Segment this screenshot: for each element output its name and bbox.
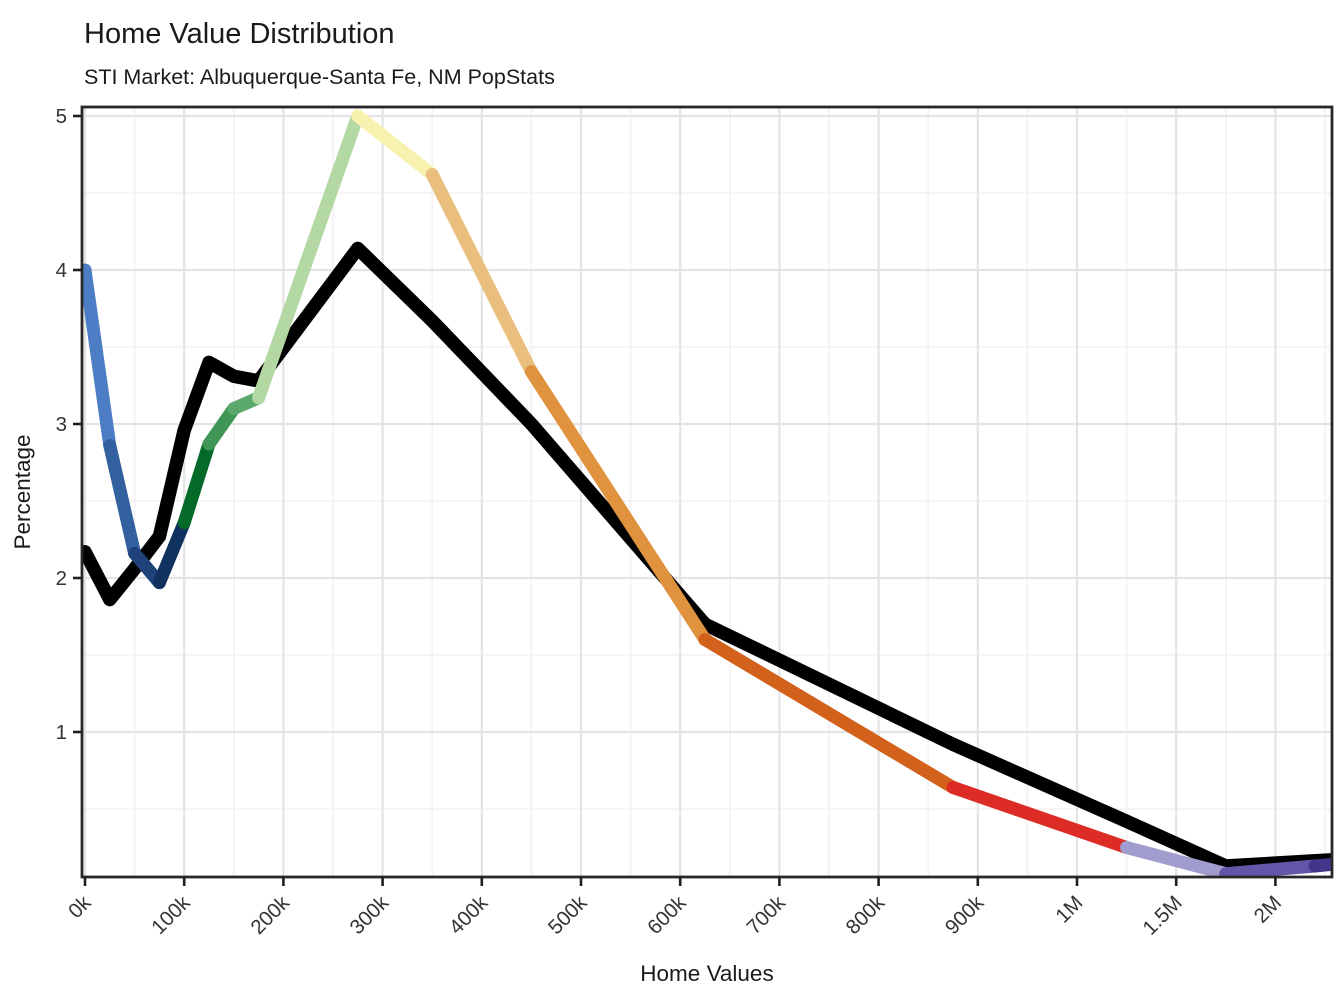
x-tick-label: 500k: [544, 891, 592, 939]
y-tick-label: 1: [56, 721, 67, 744]
x-tick-label: 100k: [147, 891, 195, 939]
x-tick-label: 700k: [742, 891, 790, 939]
colored-line-segment: [524, 365, 712, 647]
x-tick-label: 600k: [643, 891, 691, 939]
colored-line-segment: [202, 402, 241, 451]
chart-subtitle: STI Market: Albuquerque-Santa Fe, NM Pop…: [84, 65, 555, 89]
y-tick-label: 5: [56, 105, 67, 128]
x-tick-label: 0k: [64, 891, 96, 923]
colored-line-segment: [1120, 841, 1233, 877]
chart-title: Home Value Distribution: [84, 18, 395, 50]
y-tick-label: 2: [56, 567, 67, 590]
x-tick-label: 300k: [345, 891, 393, 939]
panel-border: [80, 105, 1334, 879]
colored-line-segment: [103, 439, 142, 560]
gridlines: [82, 107, 1332, 877]
colored-line-segment: [698, 633, 960, 794]
colored-line-segment: [177, 437, 216, 530]
colored-line-segment: [351, 109, 439, 182]
colored-line-segment: [425, 168, 538, 379]
colored-line-segment: [1308, 857, 1332, 873]
colored-line-segment: [152, 516, 191, 590]
x-tick-label: 200k: [246, 891, 294, 939]
colored-line-segment: [82, 263, 117, 453]
colored-line-segment: [1219, 859, 1322, 877]
colored-line-segment: [252, 109, 365, 405]
x-axis-title: Home Values: [640, 961, 773, 986]
y-tick-label: 3: [56, 413, 67, 436]
x-tick-label: 1M: [1051, 891, 1087, 927]
x-tick-label: 800k: [841, 891, 889, 939]
data-lines: [82, 109, 1332, 877]
colored-line-segment: [946, 780, 1134, 854]
x-tick-label: 2M: [1250, 891, 1286, 927]
x-tick-label: 900k: [941, 891, 989, 939]
x-tick-label: 400k: [445, 891, 493, 939]
black-distribution-line: [82, 241, 1332, 873]
y-axis-title: Percentage: [10, 434, 35, 549]
x-tick-label: 1.5M: [1138, 891, 1186, 939]
y-tick-label: 4: [56, 259, 67, 282]
